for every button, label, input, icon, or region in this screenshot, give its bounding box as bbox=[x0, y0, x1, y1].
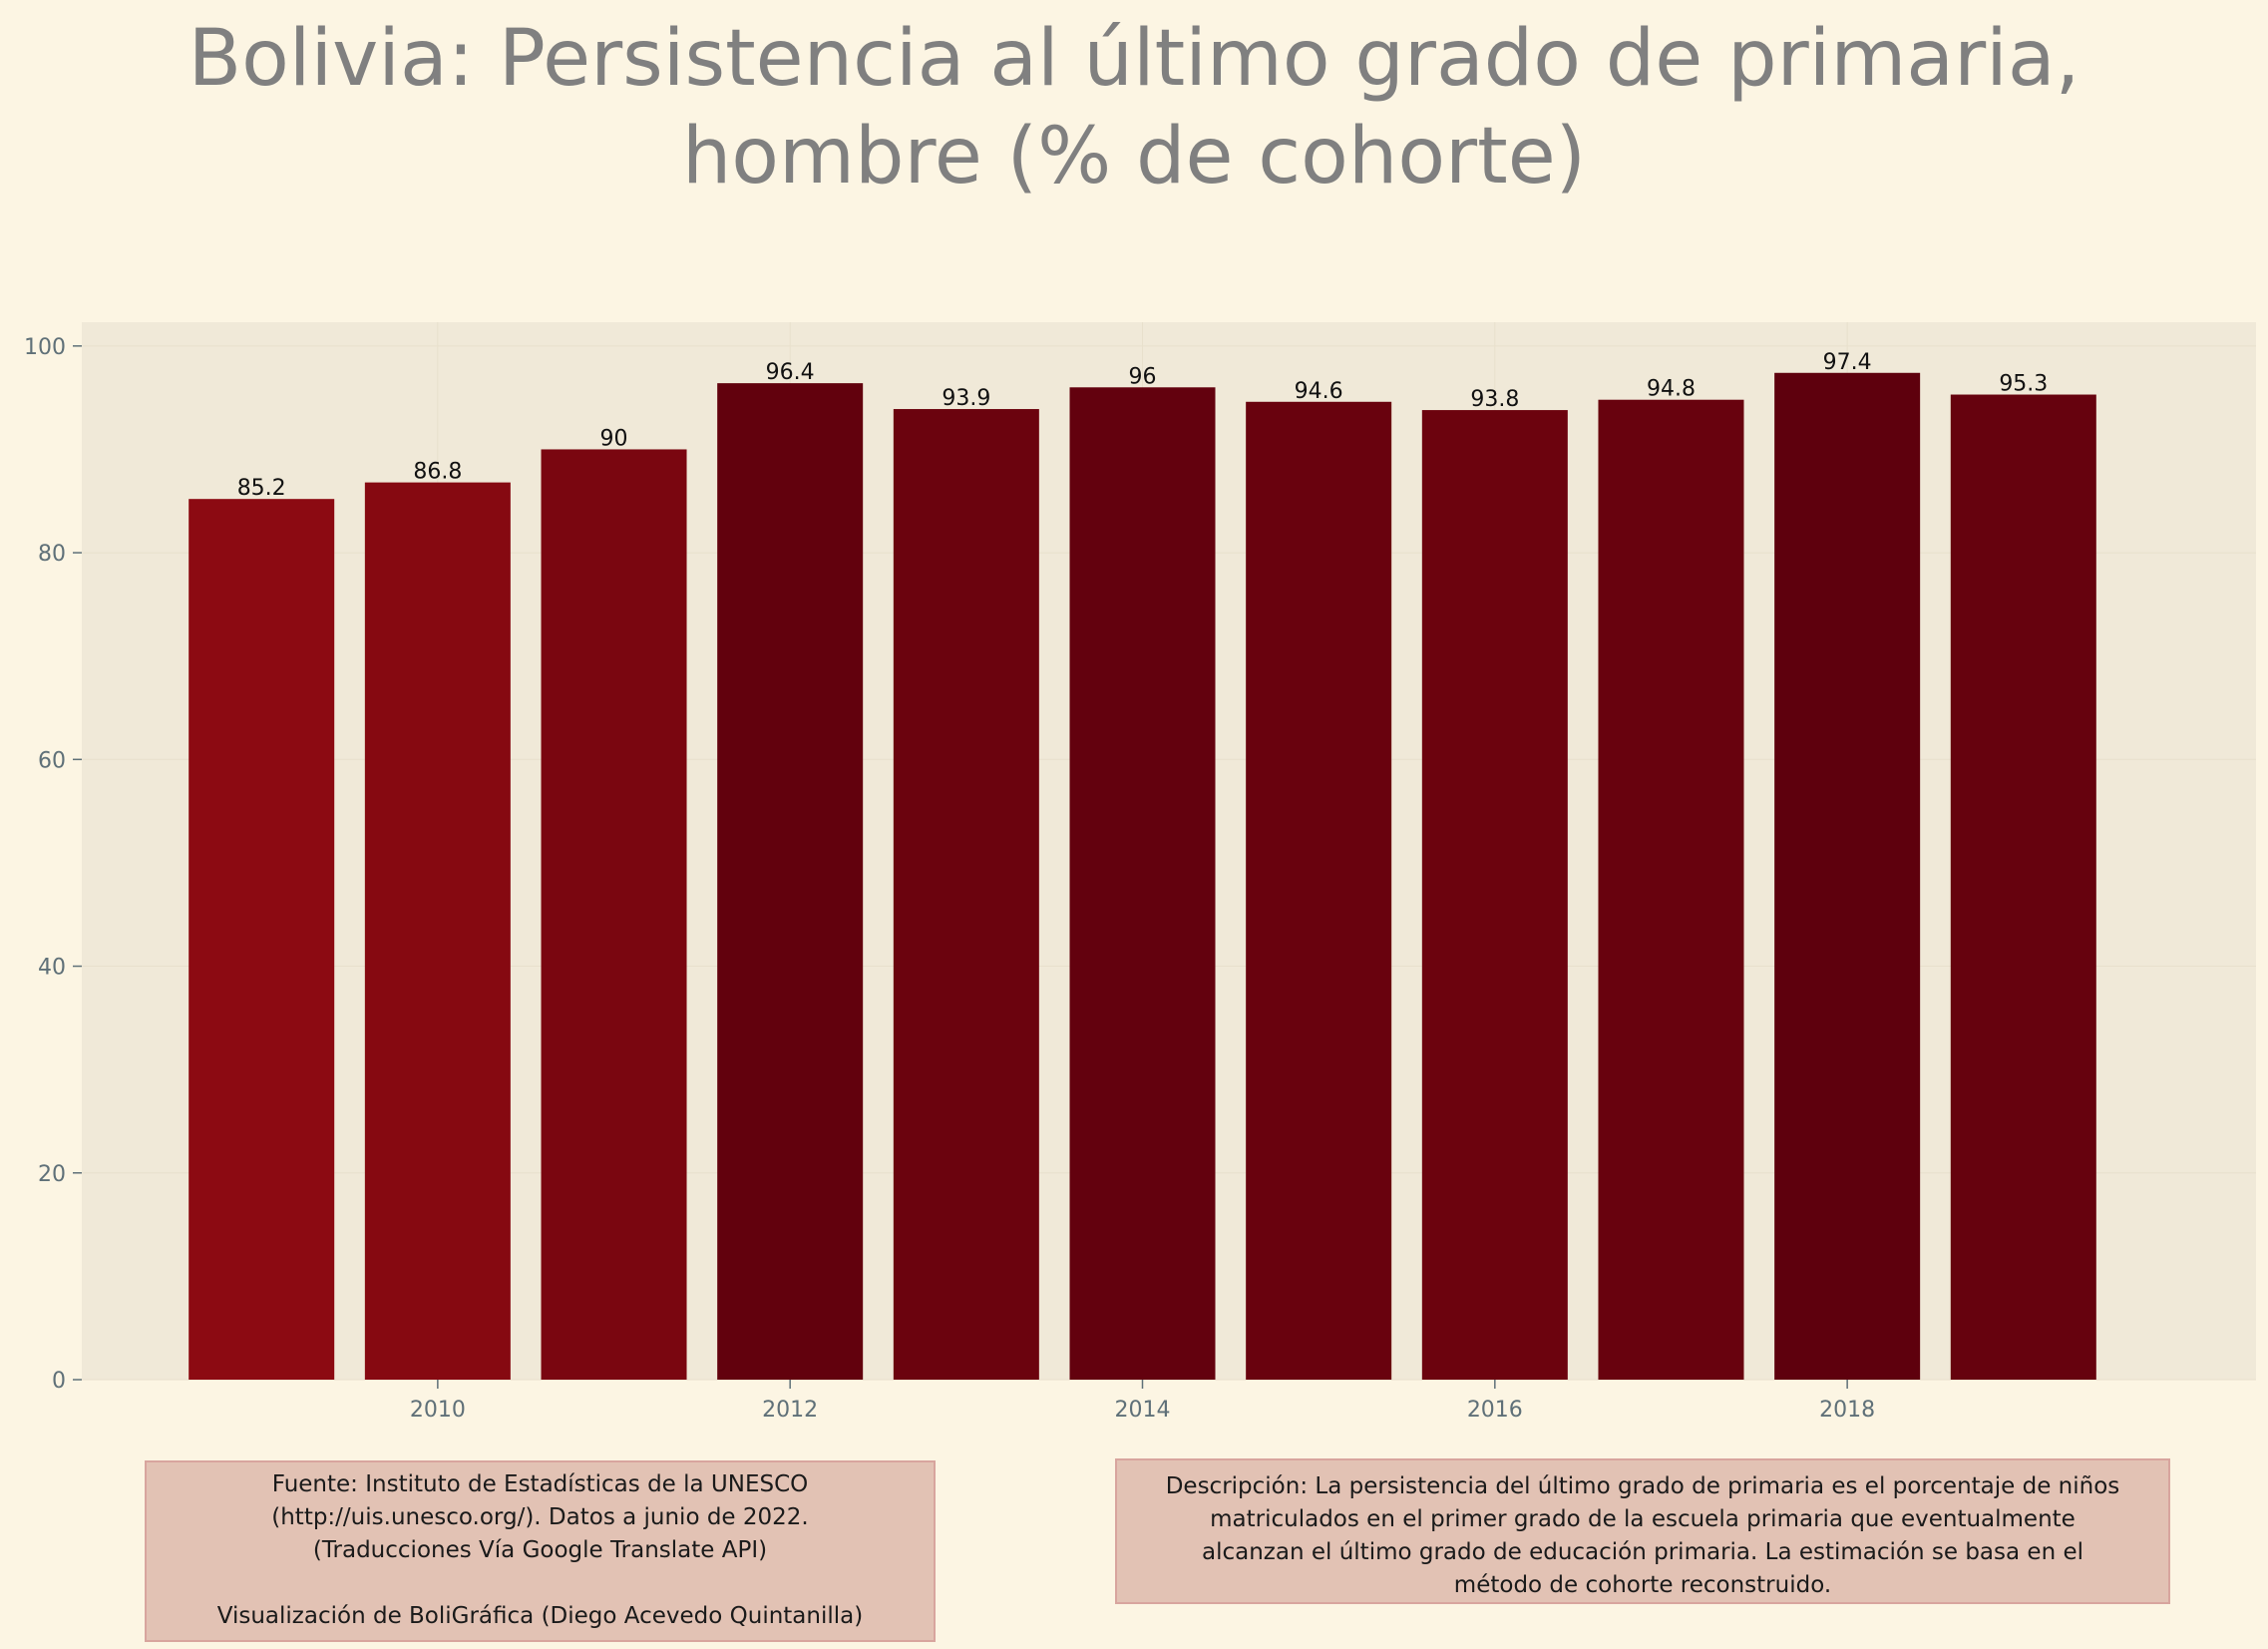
chart-title-line-2: hombre (% de cohorte) bbox=[681, 112, 1587, 202]
y-tick-label: 80 bbox=[38, 542, 66, 567]
value-label-2017: 94.8 bbox=[1647, 377, 1696, 402]
bar-2013 bbox=[893, 409, 1039, 1381]
x-axis: 2010 2012 2014 2016 2018 bbox=[410, 1380, 1875, 1423]
bar-2012 bbox=[717, 383, 864, 1380]
source-line-2: (http://uis.unesco.org/). Datos a junio … bbox=[271, 1504, 809, 1530]
value-label-2019: 95.3 bbox=[1999, 372, 2048, 397]
bar-2017 bbox=[1598, 399, 1744, 1380]
value-label-2010: 86.8 bbox=[413, 460, 462, 485]
y-tick-label: 60 bbox=[38, 748, 66, 773]
value-label-2014: 96 bbox=[1129, 364, 1157, 389]
description-line-3: alcanzan el último grado de educación pr… bbox=[1202, 1539, 2083, 1565]
value-label-2018: 97.4 bbox=[1823, 350, 1872, 375]
chart-title: Bolivia: Persistencia al último grado de… bbox=[0, 10, 2268, 206]
value-label-2013: 93.9 bbox=[942, 386, 990, 411]
description-box: Descripción: La persistencia del último … bbox=[1115, 1458, 2170, 1604]
x-tick-label: 2014 bbox=[1115, 1398, 1171, 1423]
value-labels: 85.2 86.8 90 96.4 93.9 96 94.6 93.8 94.8 97.4 95.3 bbox=[237, 350, 2049, 501]
y-tick-label: 20 bbox=[38, 1162, 66, 1187]
description-line-2: matriculados en el primer grado de la es… bbox=[1210, 1506, 2076, 1532]
bar-2019 bbox=[1950, 394, 2096, 1381]
description-line-4: método de cohorte reconstruido. bbox=[1453, 1572, 1832, 1598]
x-tick-label: 2016 bbox=[1467, 1398, 1523, 1423]
x-tick-label: 2012 bbox=[762, 1398, 818, 1423]
bar-2009 bbox=[189, 499, 335, 1380]
description-line-1: Descripción: La persistencia del último … bbox=[1165, 1473, 2120, 1499]
chart-title-line-1: Bolivia: Persistencia al último grado de… bbox=[188, 14, 2080, 104]
y-tick-label: 40 bbox=[38, 956, 66, 981]
source-box: Fuente: Instituto de Estadísticas de la … bbox=[145, 1460, 936, 1642]
bar-chart: 85.2 86.8 90 96.4 93.9 96 94.6 93.8 94.8 97.4 95.3… bbox=[24, 322, 2256, 1423]
bar-2016 bbox=[1421, 410, 1568, 1380]
y-axis: 0 20 40 60 80 100 bbox=[24, 335, 82, 1394]
value-label-2011: 90 bbox=[600, 426, 628, 451]
value-label-2015: 94.6 bbox=[1295, 379, 1343, 404]
x-tick-label: 2018 bbox=[1819, 1398, 1875, 1423]
y-tick-label: 0 bbox=[52, 1369, 66, 1394]
bars bbox=[189, 372, 2096, 1381]
source-line-1: Fuente: Instituto de Estadísticas de la … bbox=[271, 1471, 809, 1497]
source-line-3: (Traducciones Vía Google Translate API) bbox=[312, 1537, 768, 1563]
bar-2010 bbox=[364, 482, 511, 1380]
value-label-2012: 96.4 bbox=[766, 360, 815, 385]
credit-line: Visualización de BoliGráfica (Diego Acev… bbox=[216, 1603, 864, 1629]
bar-2015 bbox=[1246, 401, 1392, 1381]
value-label-2016: 93.8 bbox=[1470, 387, 1519, 412]
y-tick-label: 100 bbox=[24, 335, 66, 360]
bar-2011 bbox=[541, 449, 687, 1380]
source-spacer bbox=[157, 1567, 924, 1600]
value-label-2009: 85.2 bbox=[237, 476, 286, 501]
x-tick-label: 2010 bbox=[410, 1398, 466, 1423]
bar-2014 bbox=[1069, 387, 1216, 1381]
bar-2018 bbox=[1774, 372, 1921, 1381]
